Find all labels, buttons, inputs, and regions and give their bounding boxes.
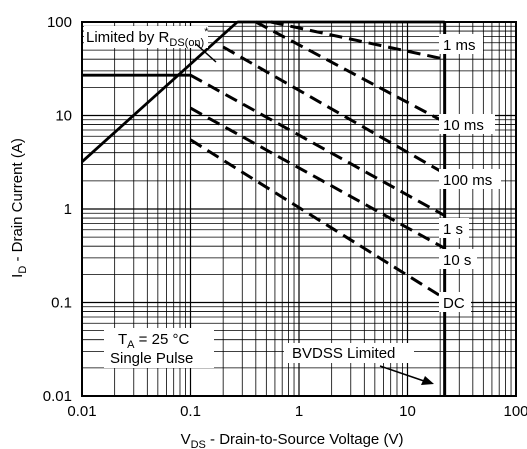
plot-frame <box>81 21 517 397</box>
rdson-label-bg <box>84 26 208 48</box>
series-label-10ms: 10 ms <box>443 117 484 134</box>
y-tick-label: 0.01 <box>43 388 72 405</box>
rdson-limit-label: Limited by RDS(on)* <box>86 26 209 49</box>
rdson-label-sup: * <box>204 26 209 38</box>
label-bg-10s <box>439 249 477 269</box>
y-tick-label: 1 <box>64 201 72 218</box>
series-labels: 1 ms 10 ms 100 ms 1 s 10 s DC <box>439 34 501 312</box>
series-label-1ms: 1 ms <box>443 37 476 54</box>
soa-curve-1-s <box>189 73 446 217</box>
y-axis-title-sub: D <box>17 266 29 274</box>
conditions-ta-sub: A <box>127 339 135 351</box>
label-bg-dc <box>439 292 471 312</box>
x-axis-title-sub: DS <box>191 439 206 449</box>
y-tick-label: 10 <box>55 108 72 125</box>
bvdss-label-bg <box>284 343 414 363</box>
series-label-10s: 10 s <box>443 252 471 269</box>
x-axis-title-main: V <box>181 431 191 448</box>
x-tick-label: 0.1 <box>180 403 201 420</box>
conditions-ta-rest: = 25 °C <box>135 331 190 348</box>
x-tick-label: 10 <box>399 403 416 420</box>
conditions-ta: T <box>118 331 127 348</box>
series-label-dc: DC <box>443 295 465 312</box>
x-axis-title-rest: - Drain-to-Source Voltage (V) <box>206 431 404 448</box>
rdson-label-main: Limited by R <box>86 29 170 46</box>
soa-curve-10-s <box>189 106 446 250</box>
bvdss-limit-label: BVDSS Limited <box>292 345 395 362</box>
series-label-100ms: 100 ms <box>443 172 492 189</box>
conditions-line-2: Single Pulse <box>110 350 193 367</box>
label-bg-10ms <box>439 114 495 134</box>
rdson-limit-line <box>81 20 239 163</box>
y-axis-title-rest: - Drain Current (A) <box>9 138 26 266</box>
conditions-line-1: TA = 25 °C <box>118 331 189 351</box>
label-bg-1ms <box>439 34 483 54</box>
soa-curve-dc <box>189 138 446 300</box>
bvdss-arrow-line <box>379 365 425 382</box>
rdson-label-arrow <box>195 43 217 63</box>
soa-curve-100-ms <box>222 45 446 175</box>
x-tick-label: 0.01 <box>67 403 96 420</box>
bvdss-arrow-head <box>421 376 434 385</box>
soa-curve-1-ms <box>270 20 446 61</box>
tick-labels: 0.01 0.1 1 10 100 0.01 0.1 1 10 100 <box>43 14 527 420</box>
rdson-label-sub: DS(on) <box>169 37 204 49</box>
series-layer <box>81 20 447 396</box>
conditions-box <box>104 328 214 368</box>
series-label-1s: 1 s <box>443 221 463 238</box>
soa-curve-10-ms <box>255 20 446 124</box>
x-axis-title: VDS - Drain-to-Source Voltage (V) <box>181 431 404 449</box>
y-tick-label: 100 <box>47 14 72 31</box>
y-axis-title: ID - Drain Current (A) <box>9 138 29 278</box>
label-bg-100ms <box>439 169 501 189</box>
x-tick-label: 100 <box>503 403 527 420</box>
x-tick-label: 1 <box>295 403 303 420</box>
y-axis-title-main: I <box>9 274 26 278</box>
label-bg-1s <box>439 218 469 238</box>
y-tick-label: 0.1 <box>51 295 72 312</box>
